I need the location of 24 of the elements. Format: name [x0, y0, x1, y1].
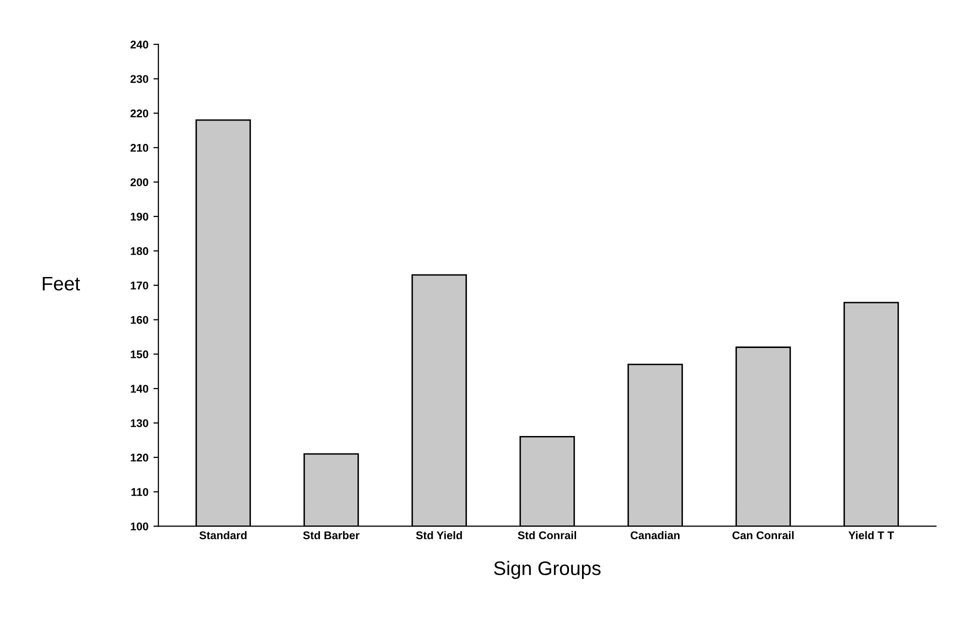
y-tick-label: 110 — [131, 488, 148, 496]
y-tick-label: 180 — [130, 247, 148, 256]
y-tick-label: 230 — [130, 75, 148, 83]
y-tick-label: 240 — [130, 40, 148, 49]
y-tick-label: 160 — [130, 316, 148, 324]
x-tick-label: Std Conrail — [518, 531, 576, 540]
y-tick-label: 140 — [130, 384, 148, 393]
x-tick-label: Can Conrail — [732, 531, 794, 540]
x-axis-title: Sign Groups — [494, 560, 601, 580]
y-tick-label: 170 — [130, 282, 148, 290]
y-tick-label: 100 — [130, 522, 148, 530]
y-tick-label: 190 — [130, 212, 148, 221]
y-tick-label: 210 — [130, 144, 148, 152]
y-tick-label: 200 — [130, 178, 148, 186]
y-tick-label: 220 — [130, 109, 148, 118]
y-axis-title: Feet — [42, 276, 80, 291]
x-tick-label: Yield T T — [848, 531, 894, 540]
x-tick-label: Canadian — [630, 531, 680, 540]
y-tick-label: 130 — [130, 419, 148, 428]
y-tick-label: 120 — [130, 454, 148, 462]
y-tick-label: 150 — [130, 350, 148, 358]
x-tick-label: Std Yield — [416, 531, 462, 540]
x-tick-label: Standard — [199, 531, 247, 540]
x-tick-label: Std Barber — [303, 531, 360, 540]
